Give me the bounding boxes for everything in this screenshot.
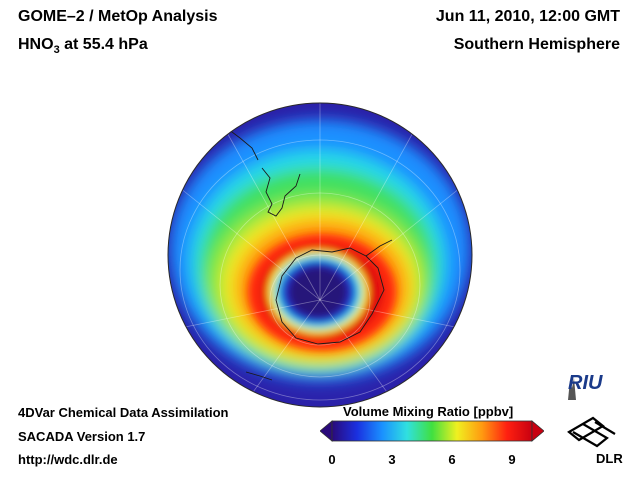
colorbar-tick-label: 6 bbox=[448, 452, 456, 467]
product-title: GOME–2 / MetOp Analysis bbox=[18, 8, 218, 25]
species-title: HNO3 at 55.4 hPa bbox=[18, 36, 148, 56]
dlr-logo: DLR bbox=[596, 451, 623, 466]
colorbar-max-arrow bbox=[531, 420, 544, 442]
species-subscript: 3 bbox=[53, 44, 60, 57]
coastlines bbox=[221, 121, 393, 381]
footer-method: 4DVar Chemical Data Assimilation bbox=[18, 405, 229, 420]
globe-field bbox=[168, 103, 472, 407]
datetime-label: Jun 11, 2010, 12:00 GMT bbox=[435, 8, 620, 25]
colorbar bbox=[320, 420, 544, 442]
globe-outline bbox=[167, 102, 473, 408]
species-name: HNO bbox=[18, 36, 54, 53]
colorbar-gradient bbox=[331, 420, 533, 442]
region-label: Southern Hemisphere bbox=[453, 36, 620, 53]
colorbar-min-arrow bbox=[320, 420, 333, 442]
dlr-logo-icon bbox=[567, 416, 616, 448]
pressure-level: at 55.4 hPa bbox=[59, 36, 148, 53]
footer-version: SACADA Version 1.7 bbox=[18, 429, 146, 444]
colorbar-tick-label: 0 bbox=[328, 452, 336, 467]
riu-logo-icon bbox=[568, 378, 576, 400]
colorbar-tick-label: 9 bbox=[508, 452, 516, 467]
riu-logo: RIU bbox=[568, 372, 603, 394]
colorbar-title: Volume Mixing Ratio [ppbv] bbox=[343, 404, 514, 419]
footer-url[interactable]: http://wdc.dlr.de bbox=[18, 452, 118, 467]
colorbar-tick-label: 3 bbox=[388, 452, 396, 467]
